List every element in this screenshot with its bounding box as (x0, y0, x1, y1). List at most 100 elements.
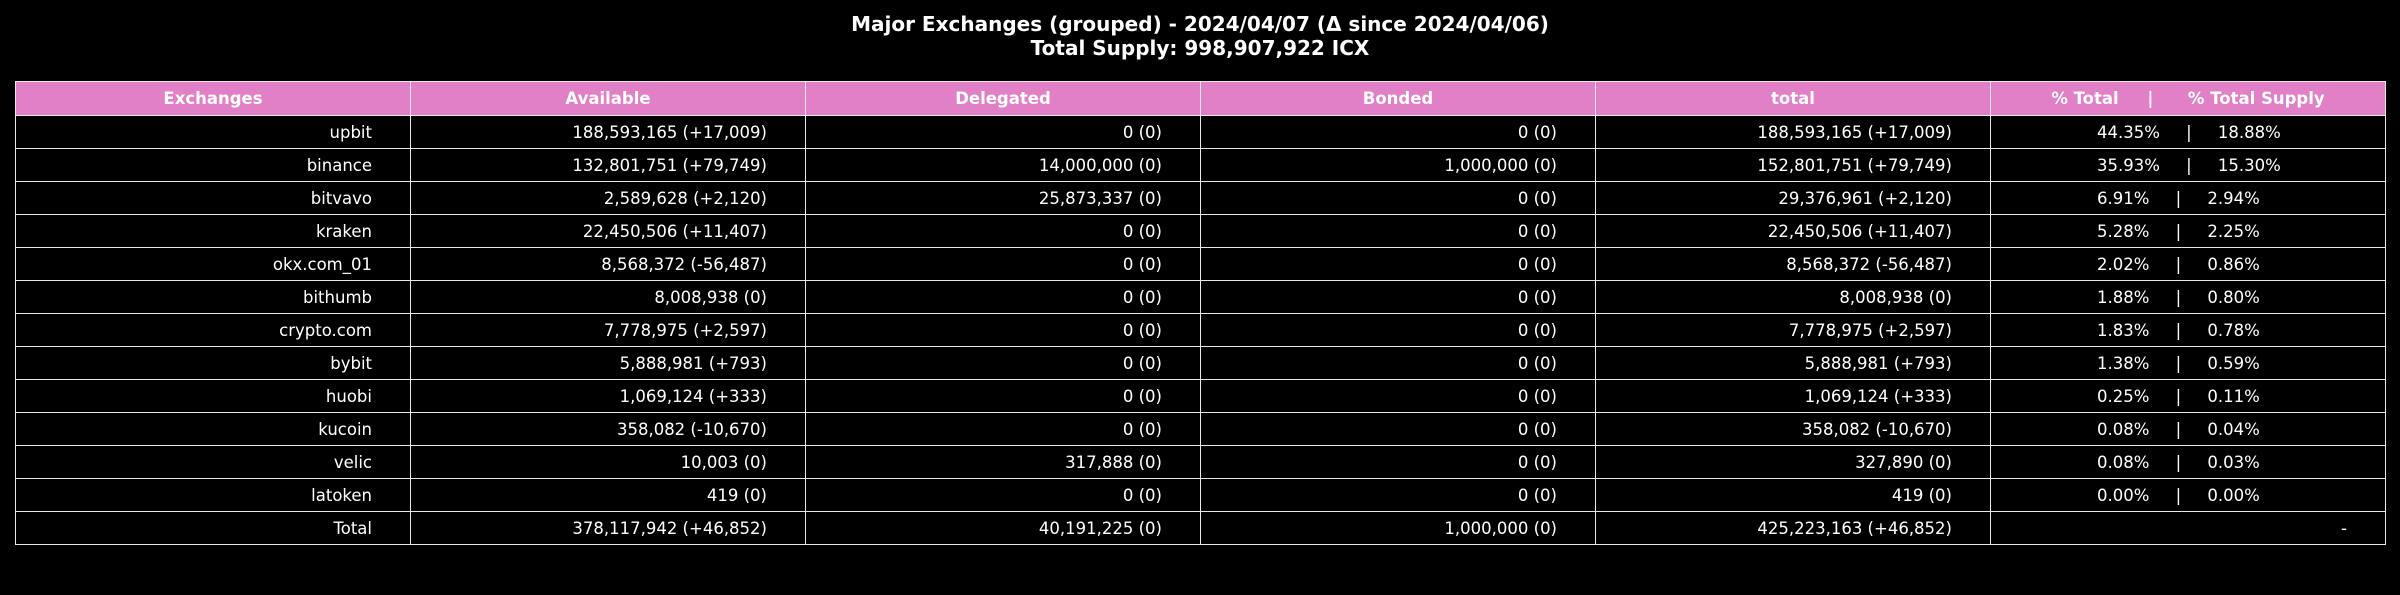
table-cell: 5,888,981 (+793) (410, 346, 806, 380)
table-cell: 152,801,751 (+79,749) (1595, 148, 1991, 182)
table-cell: 29,376,961 (+2,120) (1595, 181, 1991, 215)
table-cell: 358,082 (-10,670) (1595, 412, 1991, 446)
table-cell: 8,568,372 (-56,487) (410, 247, 806, 281)
table-cell: 25,873,337 (0) (805, 181, 1201, 215)
table-cell: crypto.com (15, 313, 411, 347)
table-cell: 132,801,751 (+79,749) (410, 148, 806, 182)
percent-value: 44.35% | 18.88% (2097, 122, 2281, 142)
table-cell: 188,593,165 (+17,009) (410, 115, 806, 149)
table-cell: 0 (0) (805, 313, 1201, 347)
table-cell: 0 (0) (1200, 214, 1596, 248)
table-cell: bithumb (15, 280, 411, 314)
table-cell: huobi (15, 379, 411, 413)
table-row: latoken 419 (0) 0 (0) 0 (0) 419 (0) 0.00% | 0… (15, 478, 2386, 512)
table-row: huobi 1,069,124 (+333) 0 (0) 0 (0) 1,069,124… (15, 379, 2386, 413)
table-cell: 327,890 (0) (1595, 445, 1991, 479)
table-cell: 1.38% | 0.59% (1990, 346, 2386, 380)
table-cell: 188,593,165 (+17,009) (1595, 115, 1991, 149)
table-cell: bybit (15, 346, 411, 380)
table-cell: 0.00% | 0.00% (1990, 478, 2386, 512)
table-cell: 1,069,124 (+333) (410, 379, 806, 413)
table-cell: 22,450,506 (+11,407) (1595, 214, 1991, 248)
table-cell: 0 (0) (805, 247, 1201, 281)
table-cell: okx.com_01 (15, 247, 411, 281)
percent-value: 1.83% | 0.78% (2097, 320, 2260, 340)
table-cell: - (1990, 511, 2386, 545)
table-cell: 5,888,981 (+793) (1595, 346, 1991, 380)
table-cell: kucoin (15, 412, 411, 446)
table-cell: latoken (15, 478, 411, 512)
table-cell: 22,450,506 (+11,407) (410, 214, 806, 248)
table-row: Total 378,117,942 (+46,852) 40,191,225 (0)… (15, 511, 2386, 545)
column-header-3: Bonded (1200, 81, 1596, 116)
table-cell: 5.28% | 2.25% (1990, 214, 2386, 248)
table-cell: 0 (0) (1200, 313, 1596, 347)
table-cell: 0.25% | 0.11% (1990, 379, 2386, 413)
table-cell: 0 (0) (1200, 280, 1596, 314)
table-cell: upbit (15, 115, 411, 149)
table-cell: 317,888 (0) (805, 445, 1201, 479)
table-cell: 0 (0) (1200, 379, 1596, 413)
table-cell: 8,568,372 (-56,487) (1595, 247, 1991, 281)
table-cell: 0 (0) (805, 478, 1201, 512)
percent-value: 5.28% | 2.25% (2097, 221, 2260, 241)
table-cell: 425,223,163 (+46,852) (1595, 511, 1991, 545)
table-cell: 419 (0) (410, 478, 806, 512)
percent-value: 1.88% | 0.80% (2097, 287, 2260, 307)
table-cell: 8,008,938 (0) (1595, 280, 1991, 314)
table-cell: 1.88% | 0.80% (1990, 280, 2386, 314)
table-cell: 358,082 (-10,670) (410, 412, 806, 446)
table-cell: 2,589,628 (+2,120) (410, 181, 806, 215)
table-cell: 1,069,124 (+333) (1595, 379, 1991, 413)
percent-value: 35.93% | 15.30% (2097, 155, 2281, 175)
table-row: binance 132,801,751 (+79,749) 14,000,000 (… (15, 148, 2386, 182)
table-row: velic 10,003 (0) 317,888 (0) 0 (0) 327,890 (… (15, 445, 2386, 479)
percent-value: 0.25% | 0.11% (2097, 386, 2260, 406)
column-header-4: total (1595, 81, 1991, 116)
table-cell: 0 (0) (805, 280, 1201, 314)
table-cell: 0 (0) (805, 379, 1201, 413)
table-cell: 40,191,225 (0) (805, 511, 1201, 545)
table-row: okx.com_01 8,568,372 (-56,487) 0 (0) 0 (0) 8… (15, 247, 2386, 281)
table-row: upbit 188,593,165 (+17,009) 0 (0) 0 (0) 188,… (15, 115, 2386, 149)
table-cell: 0 (0) (1200, 115, 1596, 149)
table-cell: 14,000,000 (0) (805, 148, 1201, 182)
chart-title: Major Exchanges (grouped) - 2024/04/07 (… (0, 12, 2400, 60)
table-cell: 1,000,000 (0) (1200, 148, 1596, 182)
table-cell: kraken (15, 214, 411, 248)
table-cell: 7,778,975 (+2,597) (1595, 313, 1991, 347)
percent-value: 2.02% | 0.86% (2097, 254, 2260, 274)
percent-value: 0.08% | 0.04% (2097, 419, 2260, 439)
table-header-row: Exchanges Available Delegated Bonded total% … (15, 81, 2386, 116)
percent-value: 0.00% | 0.00% (2097, 485, 2260, 505)
table-cell: 0 (0) (805, 346, 1201, 380)
table-cell: 0 (0) (1200, 412, 1596, 446)
percent-value: 0.08% | 0.03% (2097, 452, 2260, 472)
table-cell: 0.08% | 0.03% (1990, 445, 2386, 479)
table-cell: 0 (0) (805, 412, 1201, 446)
column-header-2: Delegated (805, 81, 1201, 116)
column-header-1: Available (410, 81, 806, 116)
table-cell: 0.08% | 0.04% (1990, 412, 2386, 446)
table-row: crypto.com 7,778,975 (+2,597) 0 (0) 0 (0) 7,… (15, 313, 2386, 347)
table-cell: 0 (0) (805, 115, 1201, 149)
table-cell: 0 (0) (805, 214, 1201, 248)
table-cell: 6.91% | 2.94% (1990, 181, 2386, 215)
table-row: bitvavo 2,589,628 (+2,120) 25,873,337 (0) 0… (15, 181, 2386, 215)
table-row: bithumb 8,008,938 (0) 0 (0) 0 (0) 8,008,938 … (15, 280, 2386, 314)
table-body: upbit 188,593,165 (+17,009) 0 (0) 0 (0) 188,… (15, 115, 2386, 545)
column-header-0: Exchanges (15, 81, 411, 116)
table-cell: 44.35% | 18.88% (1990, 115, 2386, 149)
table-cell: 10,003 (0) (410, 445, 806, 479)
table-cell: 0 (0) (1200, 247, 1596, 281)
table-row: bybit 5,888,981 (+793) 0 (0) 0 (0) 5,888,981… (15, 346, 2386, 380)
chart-title-line-2: Total Supply: 998,907,922 ICX (1030, 36, 1370, 60)
table-cell: velic (15, 445, 411, 479)
table-cell: bitvavo (15, 181, 411, 215)
table-cell: 8,008,938 (0) (410, 280, 806, 314)
table-cell: 0 (0) (1200, 478, 1596, 512)
table-cell: 1.83% | 0.78% (1990, 313, 2386, 347)
table-cell: 419 (0) (1595, 478, 1991, 512)
table-cell: Total (15, 511, 411, 545)
column-header-5: % Total | % Total Supply (1990, 81, 2386, 116)
